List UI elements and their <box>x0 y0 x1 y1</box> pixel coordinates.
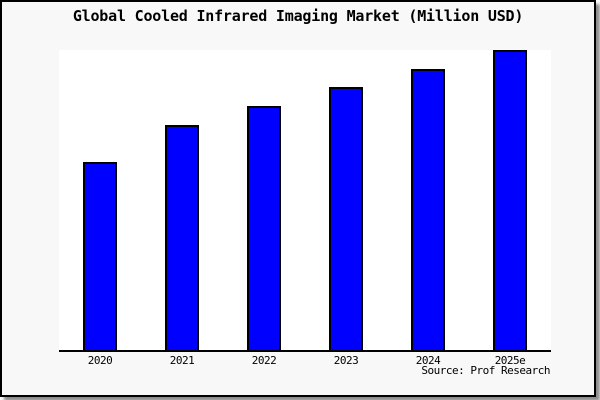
x-tick-label-2024: 2024 <box>415 354 441 367</box>
bar-2021 <box>165 125 199 350</box>
x-tick-label-2022: 2022 <box>251 354 277 367</box>
x-tick-label-2023: 2023 <box>333 354 359 367</box>
bar-2024 <box>411 69 445 350</box>
plot-area <box>59 50 551 350</box>
x-tick-label-2020: 2020 <box>87 354 113 367</box>
chart-title: Global Cooled Infrared Imaging Market (M… <box>72 7 524 25</box>
bar-2025e <box>493 50 527 350</box>
x-tick-label-2021: 2021 <box>169 354 195 367</box>
bar-2020 <box>83 162 117 350</box>
x-tick-label-2025e: 2025e <box>494 354 526 367</box>
bar-2022 <box>247 106 281 350</box>
source-credit: Source: Prof Research <box>421 364 550 377</box>
x-axis-labels: 2020 2021 2022 2023 2024 2025e <box>59 354 551 369</box>
bar-2023 <box>329 87 363 350</box>
x-axis-line <box>59 350 551 352</box>
